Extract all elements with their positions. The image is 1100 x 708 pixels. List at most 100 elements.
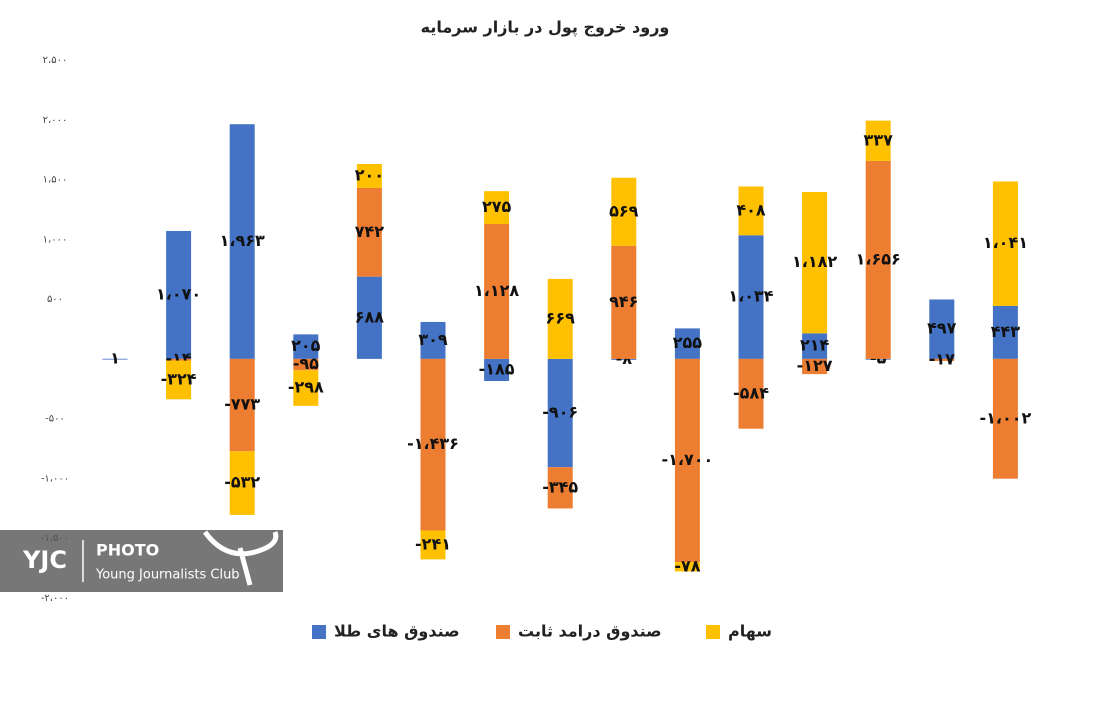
plot: ۲،۵۰۰۲،۰۰۰۱،۵۰۰۱،۰۰۰۵۰۰-۵۰۰-۱،۰۰۰-۱،۵۰۰-…	[41, 55, 1032, 641]
value-label: ۱،۰۴۱	[983, 233, 1028, 252]
value-label: ۲۱۴	[800, 336, 830, 355]
value-label: ۵۶۹	[609, 201, 639, 220]
watermark-icon	[202, 530, 279, 586]
watermark-label: PHOTO	[96, 541, 159, 560]
bar-segment	[166, 230, 192, 359]
value-label: -۱،۷۰۰	[662, 450, 714, 469]
bar-segment	[738, 186, 764, 236]
bar-segment	[547, 467, 573, 509]
legend-label: صندوق درامد ثابت	[518, 622, 662, 641]
y-tick-label: -۵۰۰	[45, 414, 65, 425]
bar-segment	[738, 358, 764, 429]
value-label: -۱،۰۰۲	[980, 408, 1032, 427]
value-label: ۶۶۹	[546, 308, 576, 327]
value-label: -۵۸۴	[733, 383, 769, 402]
bar-segment	[356, 164, 382, 188]
bar-segment	[929, 358, 955, 361]
bar-segment	[674, 562, 700, 572]
value-label: -۵۳۲	[224, 473, 260, 492]
bar-segment	[420, 358, 446, 531]
bar-segment	[802, 358, 828, 375]
y-tick-label: -۱،۰۰۰	[41, 473, 69, 484]
bar-segment	[674, 358, 700, 563]
value-label: -۷۸	[674, 556, 700, 575]
value-label: ۲۷۵	[482, 197, 512, 216]
bar-segment	[166, 360, 192, 400]
bar-segment	[802, 191, 828, 334]
bar-segment	[293, 370, 319, 406]
bar-segment	[166, 358, 192, 361]
value-label: ۴۴۳	[991, 322, 1021, 341]
value-label: -۱۷	[929, 349, 955, 368]
value-label: -۹۰۶	[542, 403, 578, 422]
value-label: ۲۵۵	[673, 333, 703, 352]
bar-segment	[356, 187, 382, 277]
bar-segment	[802, 333, 828, 359]
value-label: ۱	[110, 348, 120, 367]
bar-segment	[293, 358, 319, 371]
bar-segment	[547, 358, 573, 468]
legend-swatch	[312, 625, 326, 639]
value-label: -۲۹۸	[288, 378, 324, 397]
watermark-box	[0, 530, 283, 592]
value-label: ۴۰۸	[736, 200, 766, 219]
bar-segment	[229, 124, 255, 359]
value-label: -۲۴۱	[415, 534, 451, 553]
bar-segment	[420, 530, 446, 560]
value-label: ۱،۶۵۶	[856, 249, 901, 268]
value-label: -۱۲۷	[797, 356, 833, 375]
chart-title: ورود خروج پول در بازار سرمایه	[421, 18, 670, 38]
y-tick-label: ۱،۵۰۰	[43, 175, 68, 186]
value-label: ۳۰۹	[418, 330, 448, 349]
bar-segment	[102, 358, 128, 360]
bar-segment	[992, 358, 1018, 479]
value-label: ۹۴۶	[609, 292, 638, 311]
bar-segment	[992, 181, 1018, 306]
bar-segment	[611, 245, 637, 359]
bar-segment	[929, 299, 955, 359]
bar-segment	[229, 358, 255, 452]
legend-swatch	[496, 625, 510, 639]
value-label: -۷۷۳	[224, 395, 260, 414]
value-label: -۳۴۵	[542, 477, 578, 496]
bar-segment	[356, 276, 382, 359]
bar-segment	[865, 160, 891, 359]
value-label: ۳۳۷	[864, 130, 894, 149]
bar-segment	[611, 358, 637, 360]
legend-label: سهام	[728, 622, 772, 641]
watermark-logo: YJC	[22, 546, 67, 574]
bar-segment	[992, 305, 1018, 359]
value-label: -۱۸۵	[479, 359, 515, 378]
y-tick-label: ۵۰۰	[47, 294, 63, 305]
bar-segment	[674, 328, 700, 359]
value-label: ۱،۰۳۴	[728, 287, 773, 306]
bar-segment	[420, 321, 446, 359]
y-tick-label: -۲،۰۰۰	[41, 593, 69, 604]
value-label: ۲۰۰	[355, 165, 384, 184]
bar-segment	[293, 334, 319, 359]
bar-segment	[865, 358, 891, 360]
bar-segment	[547, 278, 573, 359]
bar-segment	[738, 235, 764, 359]
bar-segment	[484, 191, 510, 225]
value-label: ۱،۹۶۳	[220, 231, 265, 250]
value-label: ۷۴۲	[355, 222, 385, 241]
bar-segment	[611, 177, 637, 246]
bar-segment	[229, 451, 255, 515]
bar-segment	[865, 120, 891, 161]
y-tick-label: ۲،۰۰۰	[43, 115, 68, 126]
y-tick-label: ۲،۵۰۰	[43, 55, 68, 66]
value-label: ۱،۱۸۲	[792, 252, 837, 271]
value-label: -۳۲۴	[161, 369, 197, 388]
value-label: ۴۹۷	[927, 319, 957, 338]
watermark-org: Young Journalists Club	[95, 568, 240, 583]
bar-segment	[484, 224, 510, 359]
watermark: YJC PHOTO Young Journalists Club	[0, 530, 283, 592]
y-tick-label: ۱،۰۰۰	[43, 234, 68, 245]
value-label: ۲۰۵	[291, 336, 321, 355]
legend-label: صندوق های طلا	[334, 622, 460, 641]
value-label: ۱،۰۷۰	[156, 284, 201, 303]
bar-segment	[484, 358, 510, 382]
value-label: ۱،۱۲۸	[474, 281, 519, 300]
